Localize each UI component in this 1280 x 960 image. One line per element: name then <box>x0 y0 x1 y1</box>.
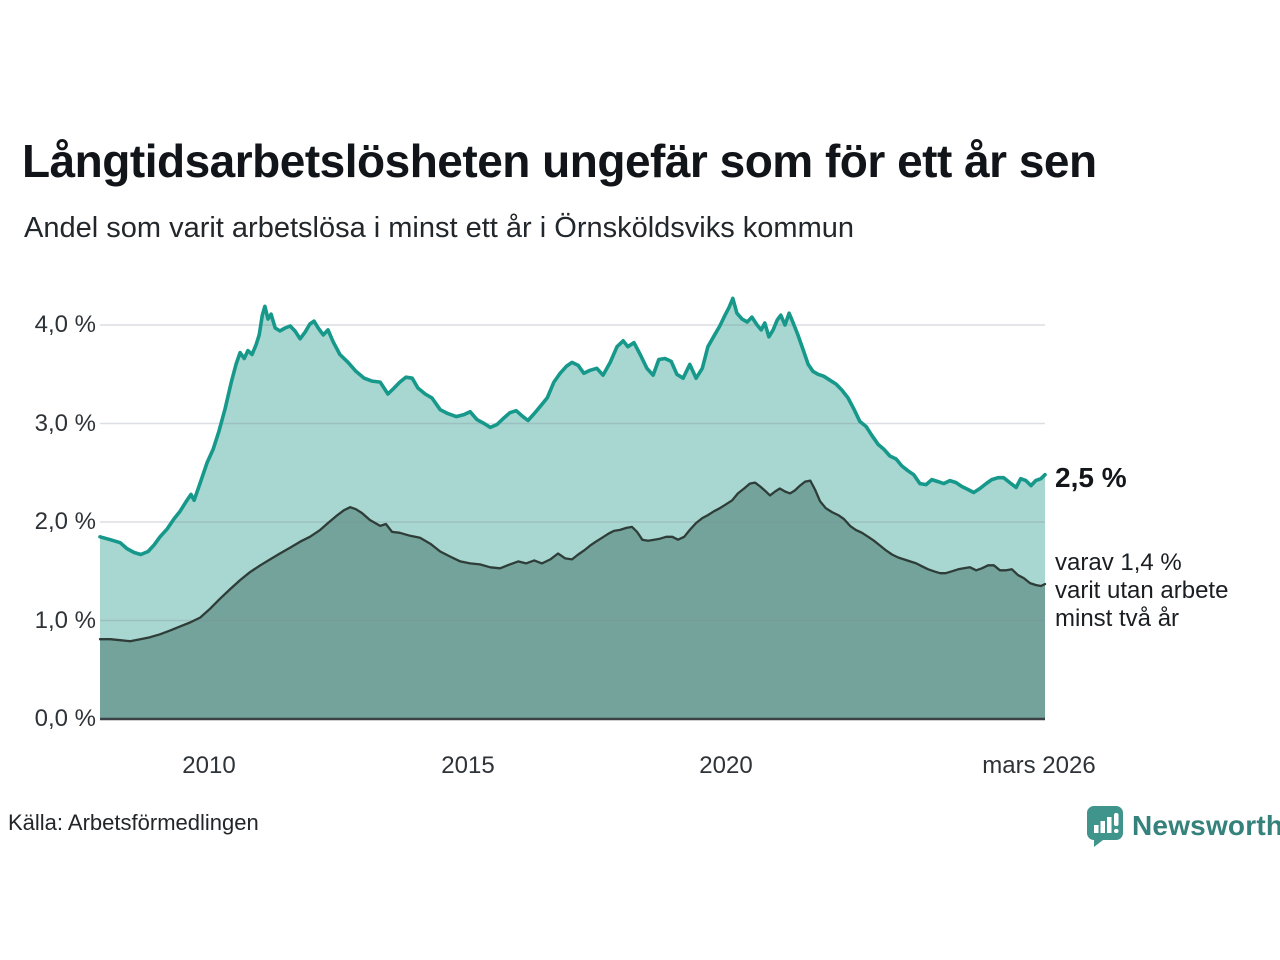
y-tick-label: 4,0 % <box>34 311 96 338</box>
y-tick-label: 1,0 % <box>34 607 96 634</box>
line-minst-tva-ar <box>98 479 1047 643</box>
y-tick-label: 0,0 % <box>34 705 96 732</box>
bar-chart-speech-bubble-icon <box>1087 806 1123 847</box>
y-tick-label: 3,0 % <box>34 410 96 437</box>
series-annotation: varav 1,4 % varit utan arbete minst två … <box>1055 549 1229 632</box>
source-attribution: Källa: Arbetsförmedlingen <box>8 810 259 835</box>
page-title: Långtidsarbetslösheten ungefär som för e… <box>22 135 1097 187</box>
x-tick-label: 2020 <box>699 752 753 779</box>
line-minst-ett-ar <box>98 296 1047 557</box>
newsworthy-logo: Newsworthy <box>1085 804 1280 848</box>
series-end-value-label: 2,5 % <box>1055 462 1127 493</box>
x-tick-label: 2015 <box>441 752 495 779</box>
y-tick-label: 2,0 % <box>34 508 96 535</box>
area-fill-minst-tva-ar <box>100 480 1045 719</box>
logo-wordmark: Newsworthy <box>1132 810 1280 841</box>
page-subtitle: Andel som varit arbetslösa i minst ett å… <box>24 212 854 244</box>
x-tick-label: mars 2026 <box>982 752 1096 779</box>
x-tick-label: 2010 <box>182 752 236 779</box>
